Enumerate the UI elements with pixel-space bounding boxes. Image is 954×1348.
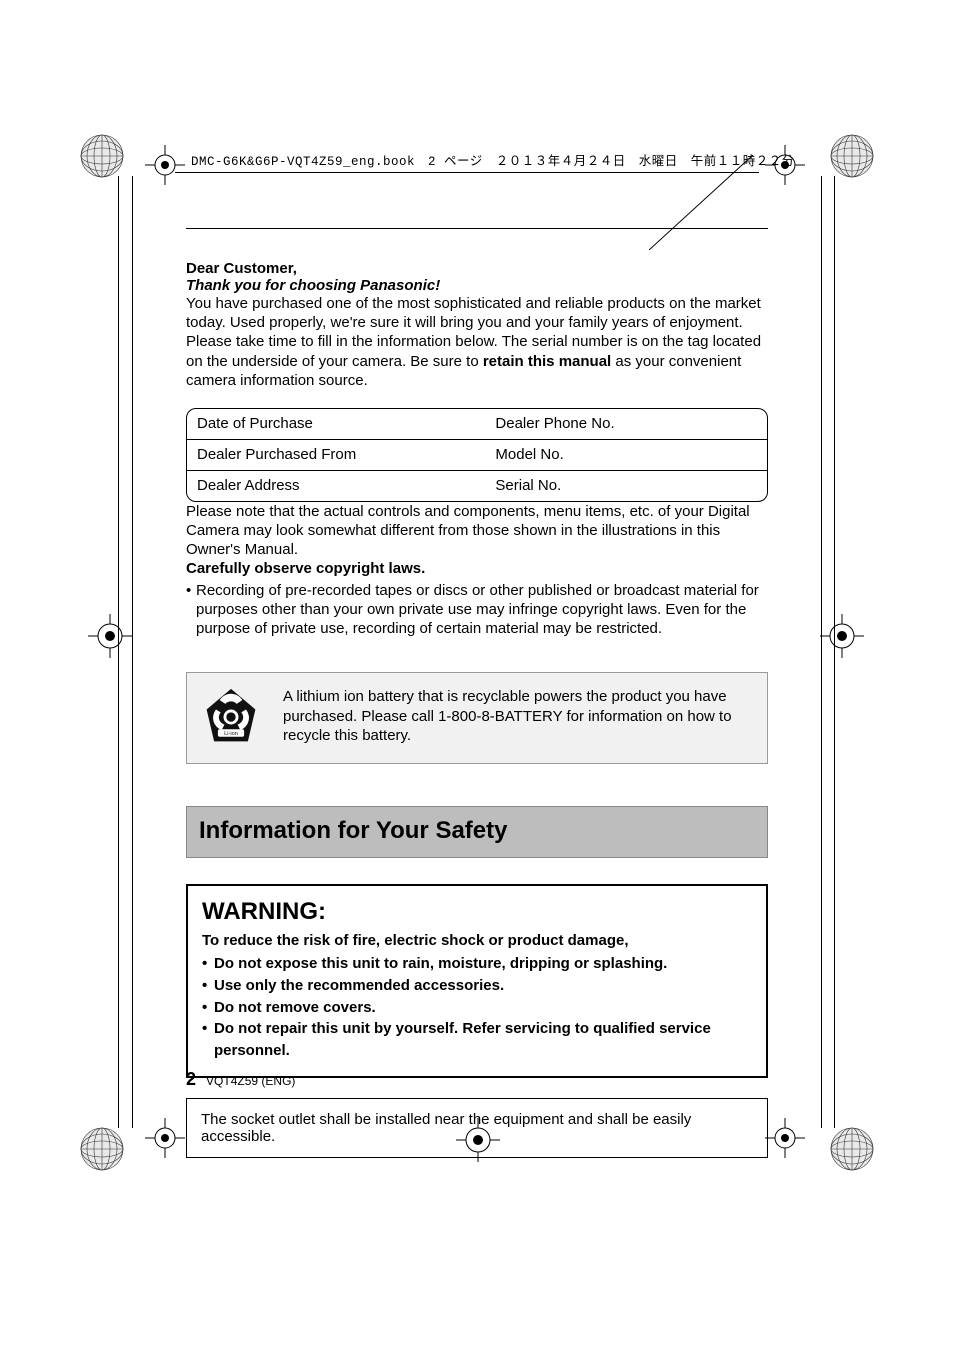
- cell-dealer-address: Dealer Address: [187, 471, 485, 501]
- warning-item-text: Do not expose this unit to rain, moistur…: [214, 953, 667, 975]
- register-mark-bottom-right: [765, 1118, 805, 1158]
- bullet-icon: •: [202, 953, 214, 975]
- cell-dealer-phone: Dealer Phone No.: [485, 409, 768, 439]
- register-mark-bottom-left: [145, 1118, 185, 1158]
- manual-page-root: { "header": { "running_head": "DMC-G6K&G…: [0, 0, 954, 1348]
- register-mark-top-left: [145, 145, 185, 185]
- register-mark-top-right: [765, 145, 805, 185]
- trim-line-right-inner: [821, 176, 822, 1128]
- page-number: 2: [186, 1069, 196, 1089]
- cell-model-no: Model No.: [485, 440, 768, 470]
- running-head-text: DMC-G6K&G6P-VQT4Z59_eng.book 2 ページ ２０１３年…: [191, 150, 795, 169]
- warning-list: •Do not expose this unit to rain, moistu…: [202, 953, 752, 1062]
- thanks-line: Thank you for choosing Panasonic!: [186, 277, 768, 294]
- recycle-icon: Li-ion: [201, 687, 261, 747]
- socket-note-box: The socket outlet shall be installed nea…: [186, 1098, 768, 1158]
- register-mark-left: [88, 614, 132, 658]
- purchase-info-box: Date of Purchase Dealer Phone No. Dealer…: [186, 408, 768, 502]
- warning-item: •Do not expose this unit to rain, moistu…: [202, 953, 752, 975]
- svg-text:Li-ion: Li-ion: [224, 731, 238, 737]
- cell-date-of-purchase: Date of Purchase: [187, 409, 485, 439]
- cell-serial-no: Serial No.: [485, 471, 768, 501]
- trim-line-right-outer: [834, 176, 835, 1128]
- warning-item: •Do not remove covers.: [202, 997, 752, 1019]
- warning-item: •Use only the recommended accessories.: [202, 975, 752, 997]
- copyright-body-text: Recording of pre-recorded tapes or discs…: [196, 581, 768, 639]
- warning-lead: To reduce the risk of fire, electric sho…: [202, 932, 752, 949]
- corner-globe-top-left: [79, 133, 125, 179]
- bullet-icon: •: [202, 975, 214, 997]
- trim-line-left-inner: [132, 176, 133, 1128]
- trim-line-left-outer: [118, 176, 119, 1128]
- copyright-heading: Carefully observe copyright laws.: [186, 560, 768, 577]
- info-row: Dealer Purchased From Model No.: [187, 439, 767, 470]
- warning-item: •Do not repair this unit by yourself. Re…: [202, 1018, 752, 1062]
- safety-title-bar: Information for Your Safety: [186, 806, 768, 858]
- warning-item-text: Do not repair this unit by yourself. Ref…: [214, 1018, 752, 1062]
- info-row: Dealer Address Serial No.: [187, 470, 767, 501]
- footer-code: VQT4Z59 (ENG): [206, 1074, 295, 1088]
- warning-box: WARNING: To reduce the risk of fire, ele…: [186, 884, 768, 1078]
- intro-body-bold: retain this manual: [483, 353, 611, 370]
- recycle-callout: Li-ion A lithium ion battery that is rec…: [186, 672, 768, 764]
- page-content: Dear Customer, Thank you for choosing Pa…: [186, 260, 768, 1158]
- bullet-icon: •: [202, 1018, 214, 1062]
- intro-paragraph: You have purchased one of the most sophi…: [186, 294, 768, 390]
- corner-globe-bottom-right: [829, 1126, 875, 1172]
- cell-dealer-purchased-from: Dealer Purchased From: [187, 440, 485, 470]
- register-mark-bottom-center: [456, 1118, 500, 1162]
- header-rule: [186, 228, 768, 229]
- page-fold-line: [649, 155, 769, 250]
- dear-customer: Dear Customer,: [186, 260, 768, 277]
- corner-globe-bottom-left: [79, 1126, 125, 1172]
- running-head: DMC-G6K&G6P-VQT4Z59_eng.book 2 ページ ２０１３年…: [175, 154, 759, 173]
- warning-item-text: Use only the recommended accessories.: [214, 975, 504, 997]
- intro-body-post: as your convenient camera information so…: [186, 353, 741, 389]
- intro-body-pre: You have purchased one of the most sophi…: [186, 295, 761, 370]
- warning-title: WARNING:: [202, 898, 752, 926]
- socket-note-text: The socket outlet shall be installed nea…: [201, 1111, 691, 1145]
- bullet-icon: •: [202, 997, 214, 1019]
- page-footer: 2 VQT4Z59 (ENG): [186, 1069, 295, 1090]
- warning-item-text: Do not remove covers.: [214, 997, 376, 1019]
- copyright-body: • Recording of pre-recorded tapes or dis…: [186, 581, 768, 639]
- info-row: Date of Purchase Dealer Phone No.: [187, 409, 767, 439]
- bullet-icon: •: [186, 581, 196, 639]
- register-mark-right: [820, 614, 864, 658]
- corner-globe-top-right: [829, 133, 875, 179]
- note-paragraph: Please note that the actual controls and…: [186, 502, 768, 560]
- recycle-text: A lithium ion battery that is recyclable…: [283, 687, 751, 746]
